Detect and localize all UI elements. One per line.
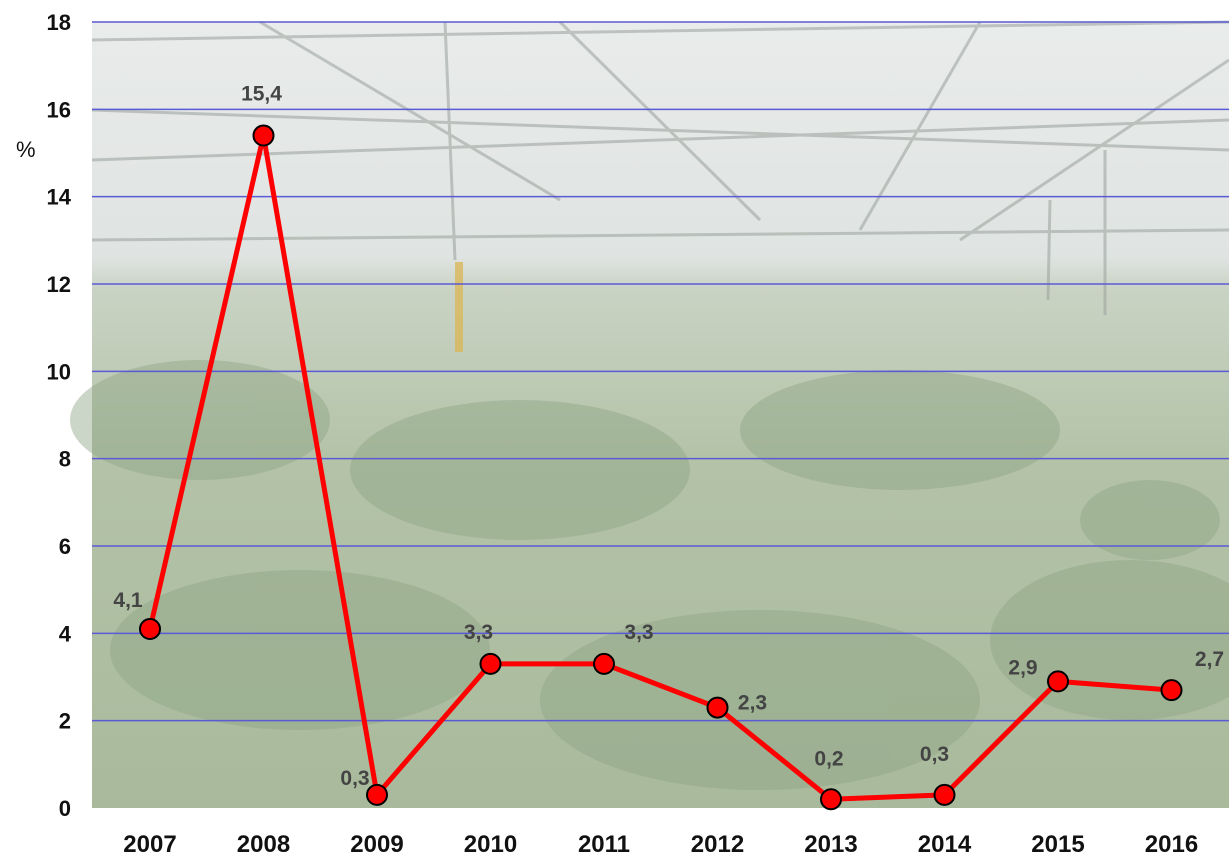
- data-point-marker: [252, 124, 275, 147]
- x-tick-label: 2007: [123, 831, 176, 858]
- y-tick-label: 10: [47, 359, 71, 384]
- foliage-graphic: [70, 360, 1229, 790]
- y-tick-label: 6: [59, 534, 71, 559]
- data-point-marker: [1047, 670, 1069, 693]
- series-line: [147, 133, 1172, 802]
- data-point-marker: [706, 696, 729, 719]
- x-tick-label: 2008: [237, 831, 290, 858]
- data-label: 3,3: [624, 621, 653, 644]
- x-tick-label: 2014: [918, 831, 972, 858]
- x-tick-label: 2016: [1145, 831, 1198, 858]
- y-tick-label: 12: [47, 272, 71, 297]
- data-point-marker: [933, 783, 956, 806]
- series-markers: [139, 124, 1183, 811]
- x-axis-ticks: 2007 2008 2009 2010 2011 2012 2013 2014 2015 2016: [123, 831, 1198, 858]
- series-line-path: [147, 133, 1172, 802]
- y-axis-ticks: 0 2 4 6 8 10 12 14 16 18: [47, 10, 72, 821]
- data-label: 3,3: [464, 621, 493, 644]
- data-label: 2,3: [738, 692, 767, 715]
- x-tick-label: 2010: [464, 831, 517, 858]
- data-point-marker: [139, 617, 161, 640]
- data-label: 2,9: [1008, 656, 1037, 679]
- x-tick-label: 2013: [804, 831, 857, 858]
- y-tick-label: 2: [59, 709, 71, 734]
- data-label: 0,3: [920, 743, 949, 766]
- x-tick-label: 2009: [350, 831, 403, 858]
- y-tick-label: 16: [47, 97, 71, 122]
- x-tick-label: 2015: [1031, 831, 1084, 858]
- data-point-marker: [820, 788, 842, 811]
- data-label: 4,1: [113, 589, 143, 612]
- y-tick-label: 18: [47, 10, 71, 35]
- data-labels: 4,1 15,4 0,3 3,3 3,3 2,3 0,2 0,3 2,9 2,7: [113, 83, 1224, 790]
- data-point-marker: [593, 652, 615, 675]
- data-label: 15,4: [241, 83, 282, 106]
- y-axis-label: %: [16, 137, 36, 162]
- y-tick-label: 0: [59, 796, 71, 821]
- data-label: 0,2: [814, 747, 843, 770]
- y-tick-label: 14: [47, 185, 72, 210]
- gridlines: [92, 21, 1229, 722]
- data-label: 2,7: [1195, 648, 1224, 671]
- data-point-marker: [1160, 679, 1183, 702]
- x-tick-label: 2012: [691, 831, 744, 858]
- plot-background: [70, 20, 1229, 808]
- y-tick-label: 8: [59, 447, 71, 472]
- data-label: 0,3: [340, 767, 369, 790]
- x-tick-label: 2011: [578, 831, 630, 858]
- data-point-marker: [479, 652, 502, 675]
- data-point-marker: [366, 783, 388, 806]
- y-tick-label: 4: [59, 621, 72, 646]
